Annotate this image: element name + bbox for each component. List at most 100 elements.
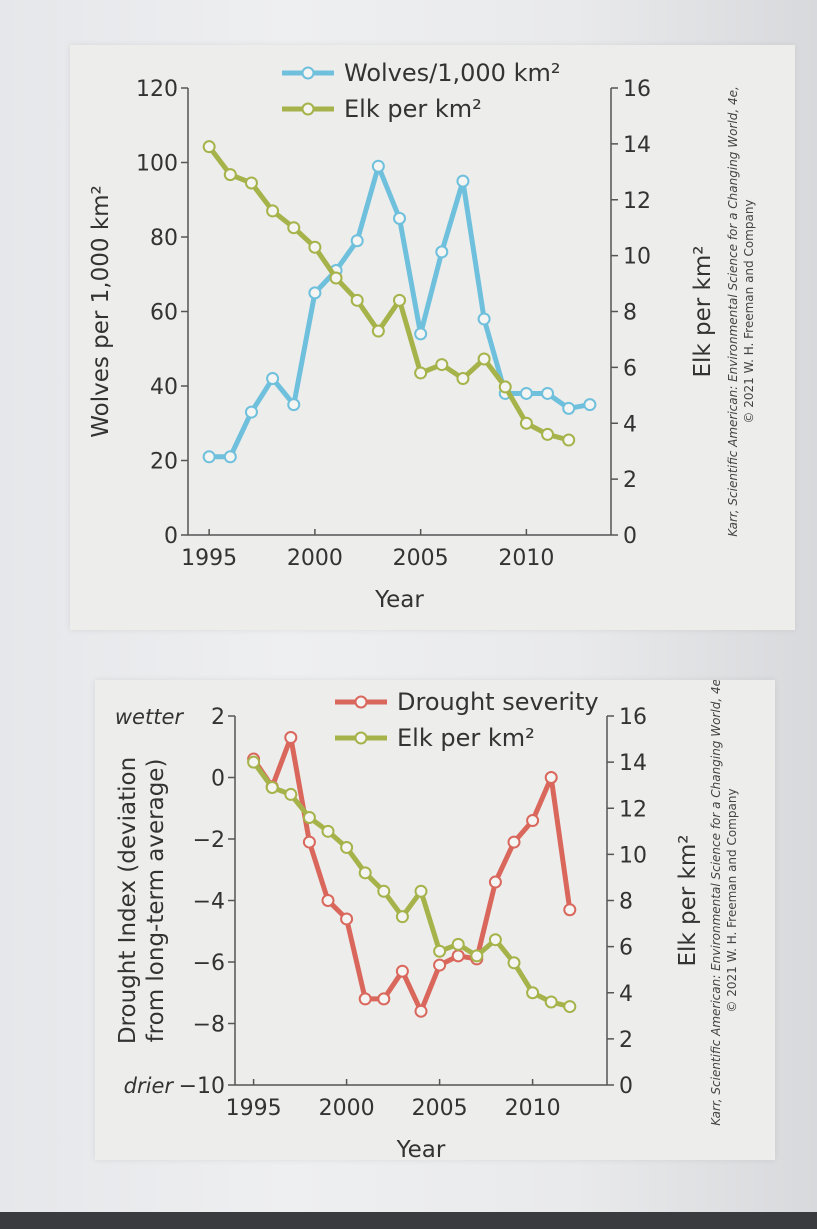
x-tick-label: 2010 (498, 546, 554, 571)
series-2-point (329, 271, 343, 285)
series-2-point (507, 956, 521, 970)
x-tick-label: 1995 (181, 546, 237, 571)
left-tick-label: 20 (150, 450, 178, 475)
left-tick-label: −10 (179, 1074, 225, 1099)
series-1-point (284, 731, 298, 745)
series-1-point (583, 398, 597, 412)
series-1-point (414, 1004, 428, 1018)
left-tick-label: 2 (211, 705, 225, 730)
drought-elk-chart: −10 −8 −6 −4 −2 0 2 0 2 4 6 8 10 12 14 16 1995 2000 2005 20… (115, 675, 739, 1163)
series-2-point (414, 366, 428, 380)
right-axis-title: Elk per km² (675, 834, 701, 966)
left-tick-label: 60 (150, 301, 178, 326)
left-tick-label: 100 (136, 152, 178, 177)
series-2-point (451, 937, 465, 951)
series-2-point (435, 358, 449, 372)
right-tick-label: 16 (623, 77, 651, 102)
series-1-point (414, 327, 428, 341)
series-2-point (350, 293, 364, 307)
right-tick-label: 8 (619, 890, 633, 915)
x-tick-label: 2000 (287, 546, 343, 571)
right-tick-label: 8 (623, 301, 637, 326)
wetter-label: wetter (115, 705, 184, 729)
series-1-point (202, 450, 216, 464)
series-2-point (340, 840, 354, 854)
x-tick-label: 2010 (505, 1096, 561, 1121)
series-2-point (470, 949, 484, 963)
series-2-point (266, 204, 280, 218)
right-tick-label: 6 (623, 356, 637, 381)
series-1-point (433, 958, 447, 972)
series-1-point (350, 234, 364, 248)
series-2-point (519, 416, 533, 430)
wolves-elk-chart: 0 20 40 60 80 100 120 0 2 4 6 8 10 12 14 16 1995 2000 2005… (88, 59, 756, 613)
series-1-point (393, 211, 406, 225)
series-2-point (247, 755, 261, 769)
x-tick-label: 2000 (319, 1096, 375, 1121)
right-tick-label: 0 (619, 1074, 633, 1099)
series-2-point (498, 380, 512, 394)
series-2-point (433, 944, 447, 958)
x-tick-label: 2005 (393, 546, 449, 571)
series-2-point (371, 324, 385, 338)
legend-marker-2 (301, 102, 315, 116)
left-axis-title-line1: Drought Index (deviation (115, 757, 141, 1044)
right-tick-label: 4 (619, 982, 633, 1007)
series-2-point (563, 1000, 577, 1014)
legend-marker-1 (301, 66, 315, 80)
series-2-point (456, 372, 470, 386)
series-1-point (308, 286, 322, 300)
series-2-point (488, 933, 502, 947)
x-axis-title: Year (374, 587, 424, 613)
right-tick-label: 16 (619, 705, 647, 730)
series-line-1 (251, 735, 573, 1014)
right-tick-label: 12 (619, 797, 647, 822)
series-2-point (544, 995, 558, 1009)
series-1-point (526, 814, 540, 828)
left-tick-label: 40 (150, 375, 178, 400)
x-tick-label: 2005 (412, 1096, 468, 1121)
credit-line-2: © 2021 W. H. Freeman and Company (742, 199, 756, 423)
right-tick-label: 14 (619, 751, 647, 776)
series-1-point (377, 992, 391, 1006)
legend-marker-1 (354, 695, 368, 709)
x-axis-title: Year (396, 1137, 446, 1160)
legend-label-1: Wolves/1,000 km² (344, 59, 560, 87)
screen-bezel (0, 1212, 817, 1229)
credit-line-1: Karr, Scientific American: Environmental… (709, 680, 723, 1126)
series-2-point (223, 168, 237, 182)
right-tick-label: 10 (619, 843, 647, 868)
series-1-point (244, 405, 258, 419)
series-1-point (395, 964, 409, 978)
left-tick-label: 0 (164, 524, 178, 549)
left-tick-label: 120 (136, 77, 178, 102)
left-tick-label: −6 (193, 951, 225, 976)
series-1-point (371, 159, 385, 173)
series-2-point (287, 221, 301, 235)
series-1-point (544, 771, 558, 784)
right-tick-label: 0 (623, 524, 637, 549)
series-2-point (358, 866, 372, 880)
right-axis-title: Elk per km² (690, 245, 716, 377)
series-1-point (358, 992, 372, 1006)
x-tick-label: 1995 (226, 1096, 282, 1121)
series-2-point (265, 780, 279, 794)
legend-label-2: Elk per km² (397, 724, 535, 752)
left-tick-label: −8 (193, 1013, 225, 1038)
series-1-point (456, 174, 470, 188)
credit-line-2: © 2021 W. H. Freeman and Company (725, 788, 739, 1012)
right-tick-label: 2 (623, 468, 637, 493)
series-2-point (377, 884, 391, 898)
left-axis-title-line2: from long-term average) (143, 759, 169, 1043)
series-1-point (302, 835, 316, 849)
series-2-point (414, 884, 428, 898)
series-2-point (393, 293, 406, 307)
credit-line-1: Karr, Scientific American: Environmental… (726, 86, 740, 537)
series-1-point (223, 450, 237, 464)
left-tick-label: 80 (150, 226, 178, 251)
series-1-point (562, 401, 576, 415)
series-1-point (340, 912, 354, 926)
series-2-point (202, 140, 216, 154)
left-axis-title: Wolves per 1,000 km² (88, 185, 114, 438)
series-1-point (563, 903, 577, 917)
